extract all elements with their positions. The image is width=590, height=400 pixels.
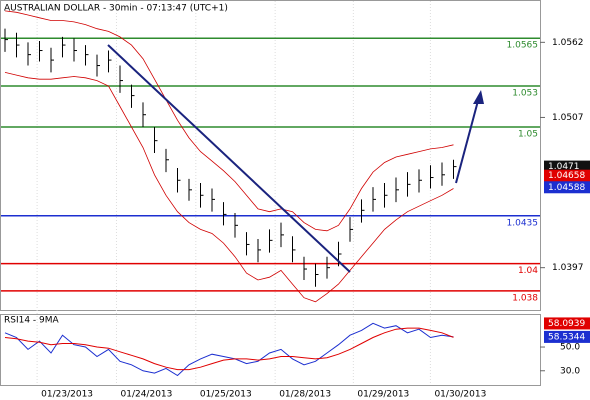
x-tick-label: 01/30/2013 — [434, 390, 486, 400]
rsi-tag-label: 58.0939 — [548, 319, 585, 329]
forecast-arrow — [455, 96, 480, 184]
price-tag — [544, 160, 590, 173]
level-label: 1.04 — [518, 266, 538, 276]
marker-tag-label: 1.04658 — [548, 171, 585, 181]
trend-line — [107, 44, 351, 273]
x-tick-label: 01/25/2013 — [200, 390, 252, 400]
x-tick-label: 01/23/2013 — [41, 390, 93, 400]
rsi-line — [4, 327, 454, 371]
rsi-panel — [0, 314, 541, 386]
x-tick-label: 01/24/2013 — [121, 390, 173, 400]
level-label: 1.038 — [512, 293, 538, 303]
level-label: 1.0565 — [507, 41, 539, 51]
marker-tag — [544, 181, 590, 194]
rsi-title: RSI14 - 9MA — [4, 316, 60, 326]
rsi-tag-label: 58.5344 — [548, 332, 585, 342]
band-upper — [4, 10, 454, 232]
marker-tag-label: 1.04588 — [548, 183, 585, 193]
y-tick-label: 1.0397 — [552, 263, 584, 273]
rsi-tag — [544, 317, 590, 330]
y-tick-label: 50.0 — [560, 343, 580, 353]
y-tick-label: 1.0562 — [552, 38, 584, 48]
y-tick-label: 30.0 — [560, 366, 580, 376]
level-label: 1.053 — [512, 89, 538, 99]
rsi-line — [4, 322, 454, 377]
price-panel — [0, 0, 541, 311]
rsi-tag — [544, 330, 590, 343]
band-lower — [4, 72, 454, 303]
x-tick-label: 01/28/2013 — [279, 390, 331, 400]
level-label: 1.05 — [518, 130, 538, 140]
level-label: 1.0435 — [507, 218, 539, 228]
arrow-head — [473, 90, 484, 104]
chart-title: AUSTRALIAN DOLLAR - 30min - 07:13:47 (UT… — [4, 4, 228, 14]
x-tick-label: 01/29/2013 — [357, 390, 409, 400]
price-tag-label: 1.0471 — [548, 162, 580, 172]
marker-tag — [544, 169, 590, 182]
y-tick-label: 1.0507 — [552, 113, 584, 123]
